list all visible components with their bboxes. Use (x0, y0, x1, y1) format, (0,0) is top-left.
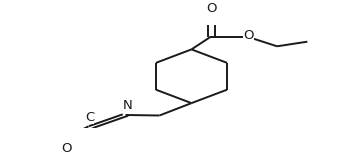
Text: O: O (243, 30, 254, 43)
Text: O: O (62, 142, 72, 155)
Text: O: O (206, 2, 216, 15)
Text: C: C (85, 111, 95, 124)
Text: N: N (122, 99, 132, 112)
